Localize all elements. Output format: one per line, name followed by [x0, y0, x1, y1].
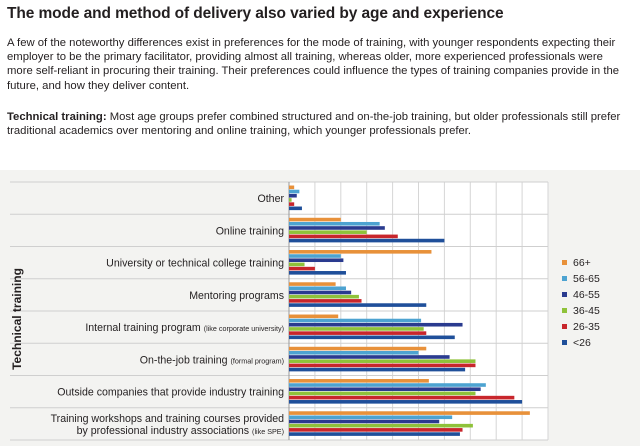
bar	[289, 335, 455, 340]
bar	[289, 391, 476, 396]
bar	[289, 359, 476, 363]
bar	[289, 411, 530, 415]
category-label: Other	[258, 193, 285, 205]
category-label: Internal training program (like corporat…	[85, 322, 284, 334]
technical-label: Technical training:	[7, 111, 107, 123]
bar	[289, 363, 476, 368]
legend-label: 46-55	[573, 289, 600, 301]
bar	[289, 423, 473, 428]
bar	[289, 238, 445, 243]
legend-label: 36-45	[573, 305, 600, 317]
bar	[289, 206, 302, 211]
legend-label: <26	[573, 337, 591, 349]
y-axis-title: Technical training	[10, 268, 24, 370]
bar	[289, 234, 398, 239]
bar	[289, 286, 346, 291]
bar	[289, 379, 429, 383]
bar-chart: Other Online training University or techni…	[10, 181, 600, 441]
bar	[289, 230, 367, 234]
intro-paragraph: A few of the noteworthy differences exis…	[7, 37, 620, 92]
bar	[289, 303, 427, 307]
bar	[289, 346, 427, 351]
technical-text: Most age groups prefer combined structur…	[7, 111, 621, 138]
bar	[289, 258, 344, 263]
bar	[289, 327, 424, 331]
bar	[289, 221, 380, 226]
bar	[289, 428, 463, 432]
bar	[289, 290, 352, 295]
legend-label: 56-65	[573, 273, 600, 285]
category-label: Online training	[216, 225, 284, 237]
bar	[289, 355, 450, 359]
category-label: University or technical college training	[106, 258, 284, 270]
bar	[289, 266, 315, 271]
category-label: by professional industry associations (l…	[77, 425, 284, 437]
chart-title: The mode and method of delivery also var…	[7, 5, 504, 22]
legend-swatch	[562, 276, 567, 281]
bar	[289, 387, 481, 392]
bar	[289, 314, 339, 319]
bar	[289, 250, 432, 254]
bar	[289, 193, 297, 198]
bar	[289, 432, 460, 436]
category-label: On-the-job training (formal program)	[140, 354, 284, 366]
bar	[289, 185, 295, 190]
legend-label: 66+	[573, 257, 591, 269]
category-label: Outside companies that provide industry …	[57, 387, 284, 399]
bar	[289, 202, 295, 206]
bar	[289, 262, 305, 267]
technical-paragraph: Technical training: Most age groups pref…	[7, 110, 627, 138]
bar	[289, 419, 440, 424]
bar	[289, 271, 346, 275]
bar	[289, 400, 523, 404]
bar	[289, 322, 463, 327]
legend-swatch	[562, 324, 567, 329]
bar	[289, 299, 362, 303]
category-label: Mentoring programs	[189, 290, 284, 302]
bar	[289, 395, 515, 400]
legend-swatch	[562, 340, 567, 345]
bar	[289, 415, 453, 420]
legend-swatch	[562, 260, 567, 265]
bar	[289, 331, 427, 335]
legend-swatch	[562, 308, 567, 313]
bar	[289, 254, 341, 258]
category-label: Training workshops and training courses …	[51, 413, 284, 425]
bar	[289, 318, 422, 323]
bar	[289, 217, 341, 222]
legend-swatch	[562, 292, 567, 297]
bar	[289, 294, 359, 299]
bar	[289, 189, 300, 194]
bar	[289, 383, 486, 387]
bar	[289, 226, 385, 230]
bar	[289, 282, 336, 286]
bar	[289, 198, 292, 202]
legend-label: 26-35	[573, 321, 600, 333]
bar	[289, 350, 419, 355]
bar	[289, 367, 466, 372]
